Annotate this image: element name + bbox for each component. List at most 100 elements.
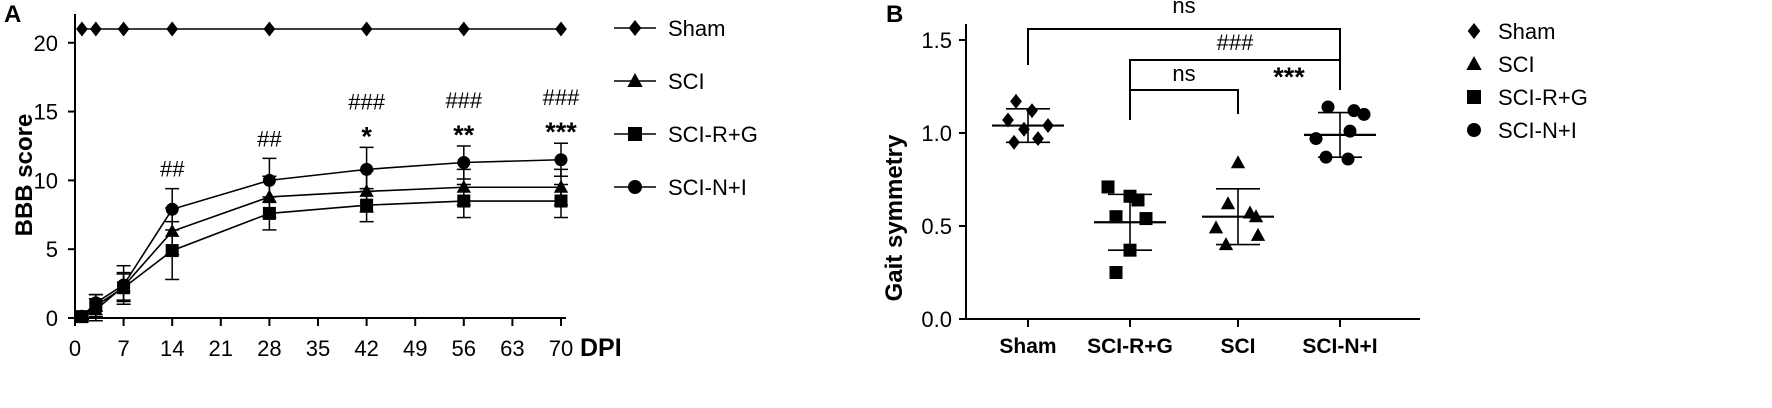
significance-stars: *** <box>545 117 577 147</box>
group-point-sci-n-i <box>1357 107 1371 121</box>
significance-hash: ## <box>160 157 185 182</box>
legend-marker <box>1467 90 1481 104</box>
panel-a-annotations: ## ## * ### ** ### *** ### <box>160 85 580 181</box>
panel-b-category-label: SCI-N+I <box>1302 335 1377 358</box>
panel-a-y-tick-label: 5 <box>46 237 58 262</box>
panel-b-legend: Sham SCI SCI-R+G SCI-N+I <box>1466 19 1588 143</box>
group-point-sci-n-i <box>1347 104 1361 118</box>
point-sci-r-g <box>165 244 179 258</box>
point-sci-r-g <box>360 198 374 212</box>
panel-b-y-tick-label: 1.5 <box>921 28 952 53</box>
point-sci-r-g <box>554 194 568 208</box>
point-sci-r-g <box>457 194 471 208</box>
panel-a-x-tick-label: 56 <box>452 336 476 361</box>
panel-a-x-tick-label: 35 <box>306 336 330 361</box>
legend-marker <box>1466 55 1482 70</box>
panel-a-series <box>74 21 569 324</box>
legend-label: SCI-N+I <box>1498 118 1577 143</box>
point-sham <box>457 21 470 37</box>
group-point-sci <box>1230 155 1246 169</box>
significance-hash: ### <box>348 89 385 114</box>
panel-a-x-tick-label: 70 <box>549 336 573 361</box>
panel-b-comparisons: ns ### ns *** <box>1027 0 1341 120</box>
point-sham <box>555 21 567 37</box>
group-point-sci-n-i <box>1321 100 1335 114</box>
panel-a-x-tick-label: 7 <box>117 336 129 361</box>
group-point-sci <box>1250 227 1266 241</box>
panel-b-category-label: SCI <box>1220 335 1255 358</box>
panel-a-x-ticks: 0 7 14 21 28 35 42 49 56 63 70 <box>69 318 573 361</box>
legend-marker <box>628 127 642 141</box>
point-sci-r-g <box>262 206 276 220</box>
panel-a-y-axis-label: BBB score <box>11 114 38 237</box>
panel-a-y-tick-label: 15 <box>34 100 58 125</box>
panel-a-x-tick-label: 21 <box>209 336 233 361</box>
legend-label: Sham <box>668 16 725 41</box>
group-point-sci-n-i <box>1319 150 1333 164</box>
legend-label: SCI-N+I <box>668 175 747 200</box>
panel-a-label: A <box>4 1 21 28</box>
point-sham <box>263 21 276 37</box>
point-sci-n-i <box>117 278 131 292</box>
panel-a-y-tick-label: 20 <box>34 31 58 56</box>
group-point-sci-r-g <box>1109 210 1123 224</box>
group-point-sci-r-g <box>1109 266 1123 279</box>
panel-a-y-tick-label: 10 <box>34 168 58 193</box>
point-sci-n-i <box>360 162 374 176</box>
group-point-sci <box>1220 196 1236 210</box>
point-sci-n-i <box>554 153 568 167</box>
group-point-sci-r-g <box>1123 243 1137 257</box>
legend-marker <box>628 19 642 37</box>
panel-b-y-tick-label: 0.5 <box>921 214 952 239</box>
panel-a-x-tick-label: 49 <box>403 336 427 361</box>
point-sci-n-i <box>165 202 179 216</box>
comparison-bracket <box>1129 59 1340 90</box>
comparison-label: ### <box>1217 30 1254 55</box>
point-sci-n-i <box>75 310 89 324</box>
point-sham <box>117 21 130 37</box>
panel-b-y-tick-label: 1.0 <box>921 121 952 146</box>
panel-a-y-ticks: 0 5 10 15 20 <box>34 31 75 331</box>
panel-b-groups <box>992 93 1376 279</box>
panel-b-x-ticks: Sham SCI-R+G SCI SCI-N+I <box>999 319 1378 358</box>
group-point-sci-r-g <box>1101 180 1115 194</box>
group-point-sham <box>1008 134 1020 150</box>
comparison-label: ns <box>1172 61 1195 86</box>
group-point-sham <box>1010 93 1022 109</box>
point-sham <box>89 21 102 37</box>
legend-label: SCI-R+G <box>1498 85 1588 110</box>
panel-a-legend: Sham SCI SCI-R+G SCI-N+I <box>614 16 758 200</box>
panel-a-y-tick-label: 0 <box>46 306 58 331</box>
panel-b-label: B <box>886 1 903 28</box>
significance-stars: * <box>361 121 372 151</box>
point-sci-n-i <box>89 296 103 310</box>
panel-b-y-axis-label: Gait symmetry <box>881 134 908 301</box>
panel-a-x-tick-label: 28 <box>257 336 281 361</box>
legend-label: SCI <box>1498 52 1535 77</box>
legend-marker <box>627 72 643 87</box>
group-point-sci-n-i <box>1341 152 1355 166</box>
panel-b-y-tick-label: 0.0 <box>921 307 952 332</box>
point-sham <box>76 21 88 37</box>
significance-hash: ### <box>445 88 482 113</box>
panel-a-x-tick-label: 63 <box>500 336 524 361</box>
panel-a-x-tick-label: 42 <box>354 336 378 361</box>
point-sci-n-i <box>457 155 471 169</box>
significance-stars: ** <box>453 120 475 150</box>
legend-label: SCI-R+G <box>668 122 758 147</box>
group-point-sham <box>1032 131 1044 147</box>
panel-a-x-tick-label: 14 <box>160 336 184 361</box>
panel-b-category-label: Sham <box>999 335 1056 358</box>
point-sham <box>166 21 179 37</box>
point-sham <box>360 21 373 37</box>
panel-a: A BBB score 0 5 10 15 20 0 7 14 21 28 35 42 49 56 63 7… <box>4 1 758 362</box>
panel-b: B Gait symmetry 0.0 0.5 1.0 1.5 Sham SCI-R+G… <box>881 0 1588 358</box>
significance-hash: ## <box>257 126 282 151</box>
panel-a-x-tick-label: 0 <box>69 336 81 361</box>
series-line-sci-n-i <box>81 158 562 318</box>
panel-b-y-ticks: 0.0 0.5 1.0 1.5 <box>921 28 966 332</box>
legend-marker <box>628 180 642 194</box>
series-line-sci <box>81 186 561 318</box>
legend-label: SCI <box>668 69 705 94</box>
